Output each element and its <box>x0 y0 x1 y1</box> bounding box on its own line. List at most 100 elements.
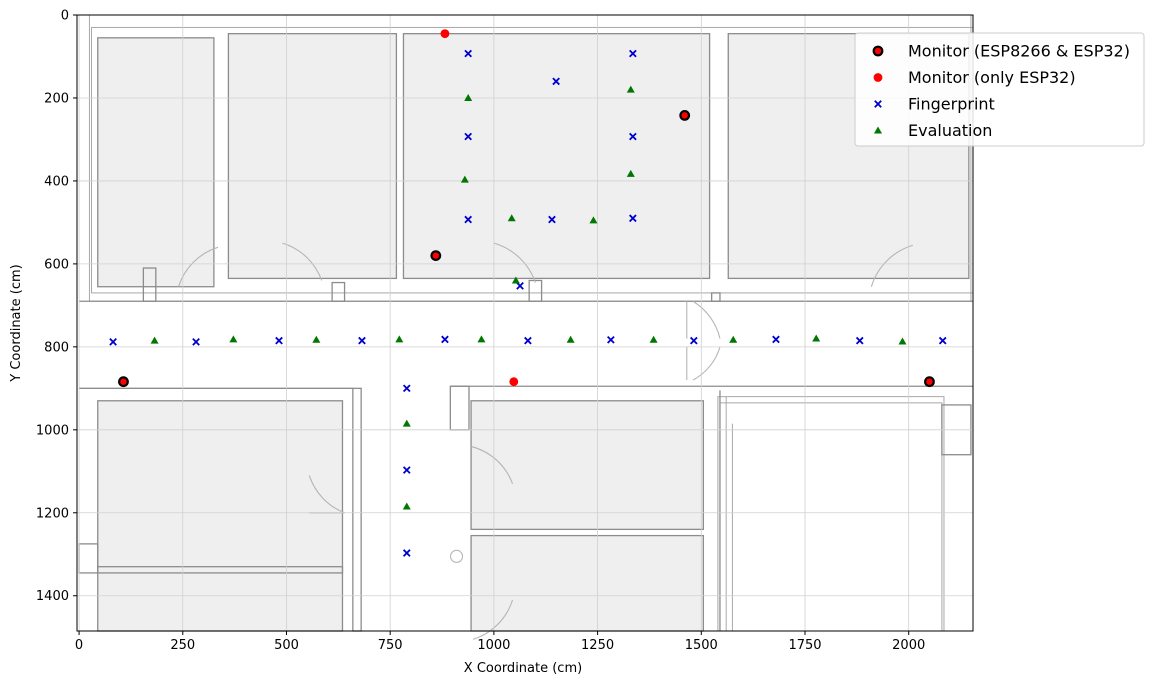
point-fingerprint-2 <box>629 49 637 58</box>
wall-post-2 <box>331 281 346 302</box>
point-fingerprint-10 <box>192 338 200 346</box>
y-axis-ticks: 0 200 400 600 800 1000 1200 1400 <box>36 9 77 604</box>
point-evaluation-10 <box>395 335 404 343</box>
point-evaluation-4 <box>507 214 516 222</box>
point-fingerprint-16 <box>689 336 698 345</box>
point-evaluation-18 <box>402 502 411 510</box>
point-evaluation-13 <box>649 335 658 343</box>
x-axis-ticks: 0 250 500 750 1000 1250 1500 1750 2000 <box>75 631 925 653</box>
point-evaluation-7 <box>150 336 159 344</box>
y-tick-label-4: 800 <box>44 340 69 355</box>
point-evaluation-14 <box>729 335 738 343</box>
point-fingerprint-15 <box>607 335 615 344</box>
legend-marker-1 <box>873 73 883 82</box>
wall-inner-bottom <box>97 566 344 574</box>
legend-label-2: Fingerprint <box>908 95 995 114</box>
point-fingerprint-21 <box>402 466 411 474</box>
point-fingerprint-22 <box>402 549 411 557</box>
point-fingerprint-4 <box>629 132 637 141</box>
fixture-circle <box>450 549 464 563</box>
point-evaluation-0 <box>464 93 473 101</box>
door-arc-5 <box>692 300 721 339</box>
x-tick-label-3: 750 <box>378 638 403 653</box>
door-arc-7 <box>308 475 345 514</box>
room-top-2 <box>227 33 398 280</box>
point-fingerprint-9 <box>109 338 117 346</box>
floor-plan-background <box>78 14 974 640</box>
legend-label-0: Monitor (ESP8266 & ESP32) <box>908 42 1130 61</box>
wall-post-4 <box>711 292 721 302</box>
door-arc-2 <box>282 242 323 281</box>
x-tick-label-6: 1500 <box>685 638 718 653</box>
y-tick-label-5: 1000 <box>36 423 69 438</box>
legend-marker-0 <box>872 45 884 57</box>
x-tick-label-0: 0 <box>75 638 83 653</box>
point-fingerprint-20 <box>402 384 411 393</box>
point-monitor-esp8266-esp32--0 <box>118 376 129 388</box>
x-tick-label-2: 500 <box>274 638 299 653</box>
point-evaluation-9 <box>312 335 321 343</box>
point-monitor-esp8266-esp32--3 <box>924 376 935 388</box>
point-fingerprint-1 <box>552 77 560 86</box>
point-evaluation-6 <box>511 276 520 284</box>
y-tick-label-6: 1200 <box>36 506 69 521</box>
point-evaluation-17 <box>402 419 411 427</box>
point-fingerprint-6 <box>548 215 556 224</box>
legend-label-3: Evaluation <box>908 121 992 140</box>
door-arc-3 <box>493 242 536 283</box>
point-evaluation-1 <box>626 85 635 93</box>
x-tick-label-7: 1750 <box>788 638 821 653</box>
door-arc-6 <box>692 346 721 381</box>
point-fingerprint-19 <box>938 336 947 345</box>
room-top-3 <box>402 33 711 280</box>
x-tick-label-1: 250 <box>170 638 195 653</box>
point-monitor-esp8266-esp32--1 <box>430 250 442 261</box>
point-evaluation-15 <box>812 334 821 342</box>
room-bottom-2 <box>470 400 705 531</box>
x-tick-label-8: 2000 <box>892 638 925 653</box>
wall-post-1 <box>142 267 157 302</box>
door-arc-8 <box>470 445 514 484</box>
legend-label-1: Monitor (only ESP32) <box>908 68 1076 87</box>
x-tick-label-4: 1000 <box>477 638 510 653</box>
point-fingerprint-12 <box>358 336 366 345</box>
point-monitor-only-esp32--0 <box>440 29 450 39</box>
room-bottom-3 <box>470 534 705 632</box>
y-tick-label-7: 1400 <box>36 589 69 604</box>
x-axis-label: X Coordinate (cm) <box>464 661 582 676</box>
door-arc-4 <box>870 244 914 287</box>
legend-box <box>854 32 1145 147</box>
point-evaluation-12 <box>566 335 575 343</box>
door-arc-1 <box>178 246 219 287</box>
point-evaluation-8 <box>229 335 238 343</box>
door-arc-9 <box>472 599 514 640</box>
point-evaluation-5 <box>589 216 598 224</box>
point-fingerprint-14 <box>524 336 532 345</box>
legend: Monitor (ESP8266 & ESP32) Monitor (only E… <box>854 32 1145 147</box>
y-tick-label-3: 600 <box>44 257 69 272</box>
y-axis-label: Y Coordinate (cm) <box>9 264 24 382</box>
legend-marker-2 <box>874 100 882 108</box>
point-evaluation-3 <box>626 169 635 177</box>
point-fingerprint-7 <box>629 214 637 223</box>
point-fingerprint-13 <box>441 335 449 344</box>
point-fingerprint-8 <box>516 282 524 290</box>
y-tick-label-1: 200 <box>44 91 69 106</box>
data-points <box>109 29 947 557</box>
wall-post-3 <box>528 279 543 302</box>
point-fingerprint-18 <box>855 336 864 345</box>
point-fingerprint-17 <box>772 335 780 344</box>
point-monitor-only-esp32--1 <box>509 377 519 387</box>
y-tick-label-2: 400 <box>44 174 69 189</box>
plot-frame <box>76 14 974 632</box>
point-monitor-esp8266-esp32--2 <box>679 109 691 121</box>
point-fingerprint-11 <box>275 336 283 345</box>
point-evaluation-2 <box>460 175 469 183</box>
point-evaluation-16 <box>898 337 907 345</box>
point-fingerprint-0 <box>464 49 473 58</box>
point-fingerprint-3 <box>464 132 473 141</box>
point-fingerprint-5 <box>464 215 473 224</box>
room-bottom-1 <box>97 400 344 632</box>
point-evaluation-11 <box>477 335 486 343</box>
